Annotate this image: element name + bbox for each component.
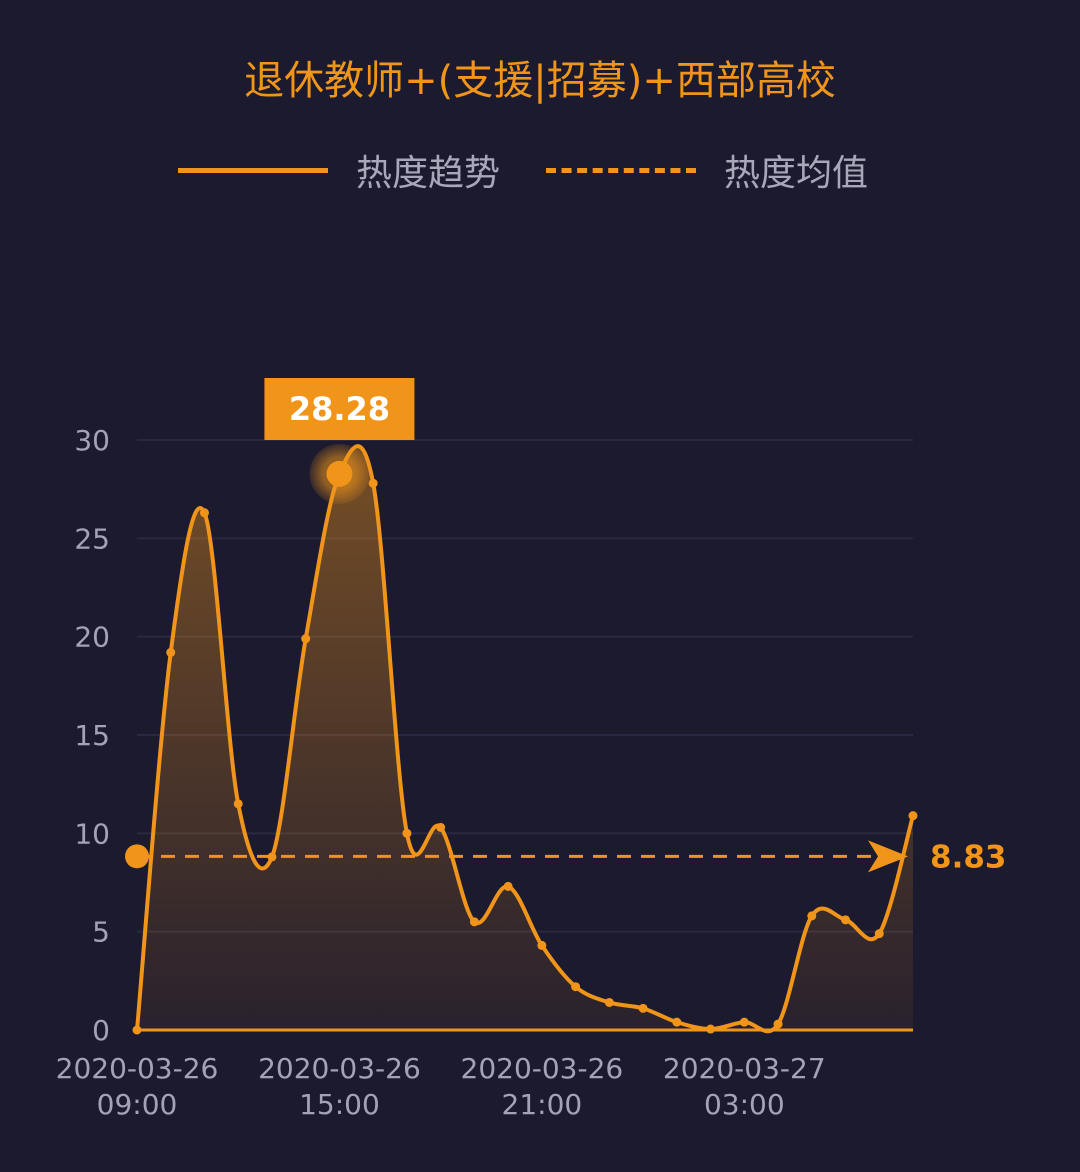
data-point[interactable] bbox=[469, 917, 479, 927]
x-tick-label-date: 2020-03-26 bbox=[56, 1052, 219, 1085]
data-point[interactable] bbox=[301, 634, 311, 644]
legend-item-trend[interactable]: 热度趋势 bbox=[178, 140, 500, 200]
y-tick-label: 5 bbox=[92, 916, 110, 949]
average-start-marker bbox=[125, 844, 149, 869]
data-point[interactable] bbox=[402, 828, 412, 838]
x-tick-label-time: 21:00 bbox=[502, 1088, 583, 1121]
x-tick-label-time: 15:00 bbox=[299, 1088, 380, 1121]
y-tick-label: 15 bbox=[74, 719, 110, 752]
trend-area-fill bbox=[137, 446, 913, 1032]
x-tick-label-date: 2020-03-26 bbox=[258, 1052, 421, 1085]
data-point[interactable] bbox=[604, 997, 614, 1007]
y-tick-label: 20 bbox=[74, 621, 110, 654]
legend-item-average[interactable]: 热度均值 bbox=[546, 140, 868, 200]
data-point[interactable] bbox=[166, 647, 176, 657]
average-value-label: 8.83 bbox=[930, 839, 1007, 875]
legend-solid-line-icon bbox=[178, 167, 328, 173]
data-point[interactable] bbox=[908, 811, 918, 821]
data-point[interactable] bbox=[267, 852, 277, 862]
data-point[interactable] bbox=[199, 508, 209, 518]
x-tick-label-date: 2020-03-26 bbox=[461, 1052, 624, 1085]
peak-marker[interactable] bbox=[326, 460, 353, 487]
data-point[interactable] bbox=[874, 929, 884, 939]
data-point[interactable] bbox=[571, 982, 581, 992]
y-tick-label: 0 bbox=[92, 1014, 110, 1047]
peak-callout-box bbox=[264, 378, 415, 440]
x-tick-label-date: 2020-03-27 bbox=[663, 1052, 826, 1085]
legend-label-trend: 热度趋势 bbox=[356, 153, 501, 194]
legend-label-average: 热度均值 bbox=[724, 153, 869, 194]
data-point[interactable] bbox=[773, 1019, 783, 1029]
data-point[interactable] bbox=[368, 478, 378, 488]
data-point[interactable] bbox=[436, 822, 446, 832]
data-point[interactable] bbox=[638, 1003, 648, 1013]
data-point[interactable] bbox=[503, 881, 513, 891]
y-tick-label: 25 bbox=[74, 522, 110, 555]
legend: 热度趋势 热度均值 bbox=[0, 140, 1080, 200]
y-tick-label: 30 bbox=[74, 424, 110, 457]
x-tick-label-time: 03:00 bbox=[704, 1088, 785, 1121]
legend-dashed-line-icon bbox=[546, 167, 696, 173]
data-point[interactable] bbox=[841, 915, 851, 925]
average-arrow-icon bbox=[868, 840, 908, 873]
peak-value-label: 28.28 bbox=[289, 390, 390, 428]
data-point[interactable] bbox=[233, 799, 243, 809]
data-point[interactable] bbox=[672, 1017, 682, 1027]
data-point[interactable] bbox=[739, 1017, 749, 1027]
data-point[interactable] bbox=[537, 940, 547, 950]
y-tick-label: 10 bbox=[74, 817, 110, 850]
chart-title: 退休教师+(支援|招募)+西部高校 bbox=[244, 58, 836, 104]
data-point[interactable] bbox=[807, 911, 817, 921]
x-tick-label-time: 09:00 bbox=[97, 1088, 178, 1121]
